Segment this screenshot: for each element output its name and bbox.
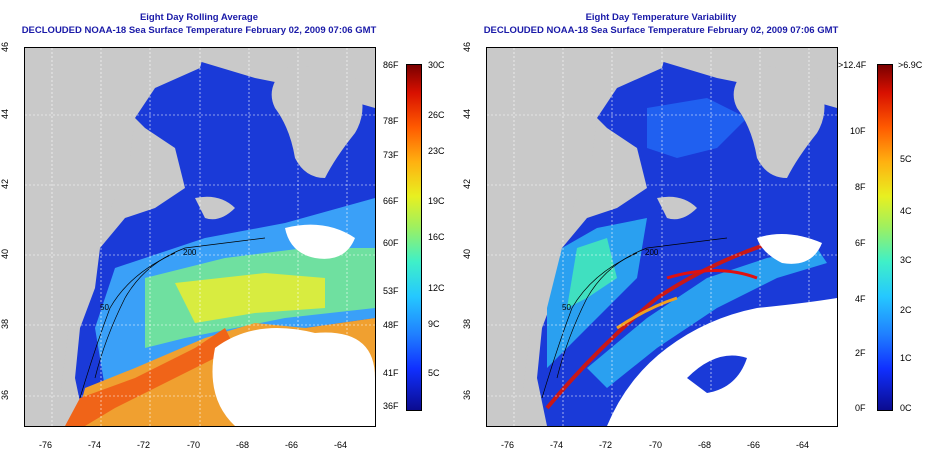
right-cbar-f-label: 6F	[855, 238, 866, 248]
right-map-graphic	[487, 48, 837, 426]
right-cbar-f-label: 0F	[855, 403, 866, 413]
left-x-tick: -68	[236, 440, 250, 450]
right-x-tick: -74	[550, 440, 564, 450]
right-cbar-f-label: >12.4F	[838, 60, 867, 70]
right-x-tick: -76	[501, 440, 515, 450]
right-x-tick: -72	[599, 440, 613, 450]
right-y-tick: 38	[462, 318, 473, 330]
right-contour-label-200: 200	[645, 248, 659, 257]
left-cbar-f-label: 66F	[383, 196, 399, 206]
right-y-tick: 44	[462, 108, 473, 120]
left-y-tick: 42	[0, 178, 11, 190]
right-colorbar	[877, 64, 893, 411]
right-cbar-f-label: 4F	[855, 294, 866, 304]
left-x-tick: -66	[285, 440, 299, 450]
left-cbar-f-label: 48F	[383, 320, 399, 330]
left-cbar-c-label: 9C	[428, 319, 440, 329]
left-cbar-f-label: 78F	[383, 116, 399, 126]
right-contour-label-50: 50	[562, 303, 571, 312]
right-x-tick: -64	[796, 440, 810, 450]
left-y-tick: 38	[0, 318, 11, 330]
left-x-tick: -76	[39, 440, 53, 450]
left-cbar-c-label: 5C	[428, 368, 440, 378]
right-cbar-f-label: 8F	[855, 182, 866, 192]
left-cbar-f-label: 41F	[383, 368, 399, 378]
right-title-line1: Eight Day Temperature Variability	[585, 12, 737, 23]
right-cbar-c-label: 3C	[900, 255, 912, 265]
left-cbar-c-label: 26C	[428, 110, 445, 120]
right-cbar-c-label: >6.9C	[898, 60, 923, 70]
left-x-tick: -70	[187, 440, 201, 450]
right-cbar-c-label: 2C	[900, 305, 912, 315]
right-x-tick: -70	[649, 440, 663, 450]
right-y-tick: 46	[462, 41, 473, 53]
left-cbar-f-label: 73F	[383, 150, 399, 160]
left-contour-label-200: 200	[183, 248, 197, 257]
right-cbar-c-label: 5C	[900, 154, 912, 164]
right-cbar-c-label: 4C	[900, 206, 912, 216]
left-y-tick: 36	[0, 389, 11, 401]
right-map-title: Eight Day Temperature Variability DECLOU…	[462, 11, 860, 37]
left-sst-map: 200 50	[24, 47, 376, 427]
left-x-tick: -74	[88, 440, 102, 450]
right-cbar-f-label: 2F	[855, 348, 866, 358]
left-cbar-c-label: 12C	[428, 283, 445, 293]
right-x-tick: -68	[698, 440, 712, 450]
right-variability-map: 200 50	[486, 47, 838, 427]
left-cbar-c-label: 30C	[428, 60, 445, 70]
left-cbar-f-label: 60F	[383, 238, 399, 248]
left-map-title: Eight Day Rolling Average DECLOUDED NOAA…	[0, 11, 398, 37]
left-x-tick: -72	[137, 440, 151, 450]
left-x-tick: -64	[334, 440, 348, 450]
left-cbar-f-label: 53F	[383, 286, 399, 296]
left-title-line1: Eight Day Rolling Average	[139, 12, 259, 23]
right-cbar-f-label: 10F	[850, 126, 866, 136]
left-colorbar	[406, 64, 422, 411]
right-y-tick: 40	[462, 248, 473, 260]
left-map-graphic	[25, 48, 375, 426]
right-y-tick: 36	[462, 389, 473, 401]
left-y-tick: 40	[0, 248, 11, 260]
right-cbar-c-label: 0C	[900, 403, 912, 413]
right-x-tick: -66	[747, 440, 761, 450]
left-cbar-f-label: 36F	[383, 401, 399, 411]
right-cbar-c-label: 1C	[900, 353, 912, 363]
right-y-tick: 42	[462, 178, 473, 190]
right-title-line2: DECLOUDED NOAA-18 Sea Surface Temperatur…	[483, 25, 839, 36]
left-cbar-c-label: 19C	[428, 196, 445, 206]
left-title-line2: DECLOUDED NOAA-18 Sea Surface Temperatur…	[21, 25, 377, 36]
left-y-tick: 46	[0, 41, 11, 53]
left-cbar-f-label: 86F	[383, 60, 399, 70]
left-cbar-c-label: 16C	[428, 232, 445, 242]
left-contour-label-50: 50	[100, 303, 109, 312]
left-cbar-c-label: 23C	[428, 146, 445, 156]
left-y-tick: 44	[0, 108, 11, 120]
